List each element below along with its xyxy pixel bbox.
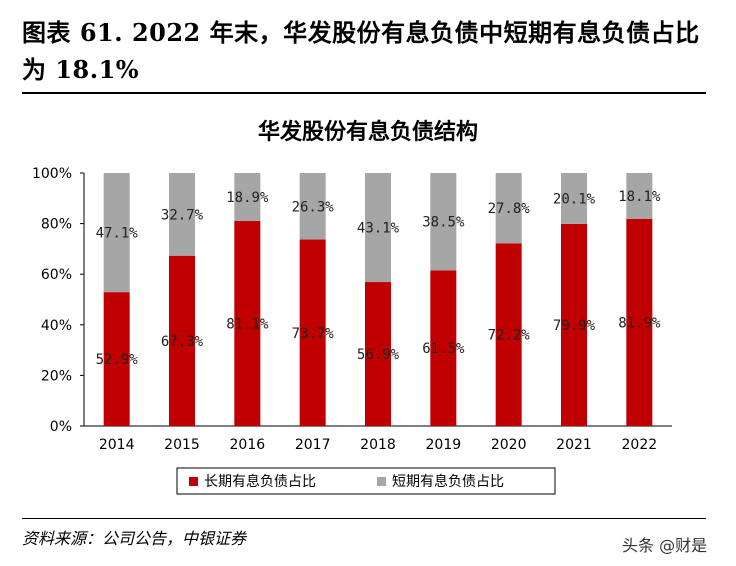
chart-title: 华发股份有息负债结构 xyxy=(258,119,478,145)
legend-label: 长期有息负债占比 xyxy=(204,473,316,490)
bottom-divider xyxy=(22,518,706,519)
data-label: 81.9% xyxy=(618,315,661,331)
bars xyxy=(103,173,653,426)
bar-long-term xyxy=(234,220,261,426)
bar-short-term xyxy=(299,173,326,240)
bar-short-term xyxy=(103,173,130,293)
data-label: 52.9% xyxy=(96,352,139,368)
data-label: 67.3% xyxy=(161,334,204,350)
data-label: 81.1% xyxy=(226,316,269,332)
bar-long-term xyxy=(626,218,653,426)
bar-short-term xyxy=(561,173,587,224)
data-label: 72.2% xyxy=(488,328,531,344)
x-tick-label: 2015 xyxy=(164,437,200,453)
data-label: 18.9% xyxy=(226,190,269,206)
bar-long-term xyxy=(495,243,522,426)
y-tick-label: 100% xyxy=(32,166,72,182)
data-label: 47.1% xyxy=(96,226,139,242)
data-label: 26.3% xyxy=(292,199,335,215)
x-tick-label: 2020 xyxy=(491,437,527,453)
data-label: 27.8% xyxy=(488,201,531,217)
data-label: 20.1% xyxy=(553,191,596,207)
bar-short-term xyxy=(495,173,522,244)
x-tick-label: 2018 xyxy=(360,437,396,453)
data-labels: 52.9% 47.1% 67.3% 32.7% 81.1% 18.9% 73.7% 26.3%… xyxy=(96,189,661,368)
legend-box xyxy=(176,467,556,495)
legend-swatch xyxy=(377,477,386,486)
source-note: 资料来源：公司公告，中银证券 xyxy=(22,529,247,548)
watermark: 头条 @财是 xyxy=(622,536,708,555)
bar-long-term xyxy=(430,270,457,426)
figure-title: 图表 61. 2022 年末，华发股份有息负债中短期有息负债占比为 18.1% xyxy=(22,18,700,84)
bar-long-term xyxy=(299,239,326,426)
axes: 0% 20% 40% 60% 80% 100% 2014 2015 2016 2017 2018 20… xyxy=(32,166,672,453)
bar-short-term xyxy=(626,173,653,219)
x-tick-label: 2021 xyxy=(556,437,592,453)
data-label: 32.7% xyxy=(161,207,204,223)
y-tick-label: 60% xyxy=(41,267,72,283)
bar-long-term xyxy=(103,292,130,426)
bar-short-term xyxy=(365,173,391,283)
bar-short-term xyxy=(169,173,195,256)
x-tick-label: 2022 xyxy=(622,437,658,453)
bar-short-term xyxy=(430,173,457,271)
legend: 长期有息负债占比 短期有息负债占比 xyxy=(176,467,556,495)
data-label: 61.5% xyxy=(422,341,465,357)
bar-short-term xyxy=(234,173,261,221)
y-tick-label: 80% xyxy=(41,217,72,233)
x-tick-label: 2016 xyxy=(230,437,266,453)
y-tick-label: 40% xyxy=(41,318,72,334)
y-tick-label: 0% xyxy=(50,419,72,435)
bar-long-term xyxy=(365,282,391,426)
data-label: 38.5% xyxy=(422,215,465,231)
data-label: 79.9% xyxy=(553,318,596,334)
data-label: 43.1% xyxy=(357,221,400,237)
bar-long-term xyxy=(169,255,195,426)
data-label: 73.7% xyxy=(292,326,335,342)
x-tick-label: 2017 xyxy=(295,437,331,453)
y-tick-label: 20% xyxy=(41,368,72,384)
bar-long-term xyxy=(561,223,587,426)
data-label: 56.9% xyxy=(357,347,400,363)
legend-label: 短期有息负债占比 xyxy=(392,473,504,490)
top-divider xyxy=(22,92,706,94)
x-tick-label: 2014 xyxy=(99,437,135,453)
data-label: 18.1% xyxy=(618,189,661,205)
legend-swatch xyxy=(189,477,198,486)
x-tick-label: 2019 xyxy=(426,437,462,453)
